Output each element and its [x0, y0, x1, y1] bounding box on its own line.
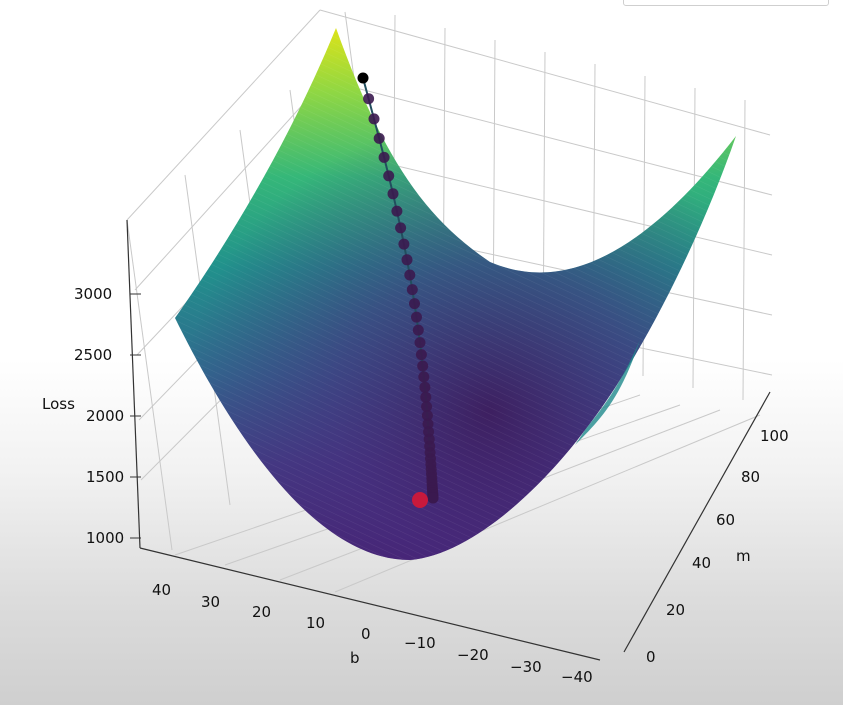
b-tick-label: −20 — [457, 646, 489, 664]
descent-point — [421, 410, 433, 421]
m-tick-label: 60 — [716, 511, 735, 529]
z-tick-label: 2000 — [86, 407, 124, 425]
grid-line-horizontal-right — [319, 9, 771, 136]
grid-line-horizontal-right — [324, 79, 773, 196]
descent-point — [398, 238, 410, 250]
descent-point — [414, 337, 426, 349]
descent-point — [427, 492, 439, 504]
descent-point — [417, 360, 429, 372]
z-tick-label: 1000 — [86, 529, 124, 547]
descent-point — [401, 254, 413, 266]
m-axis-label: m — [736, 547, 751, 565]
descent-point — [383, 170, 395, 182]
b-tick-label: 0 — [361, 625, 371, 643]
descent-point — [415, 349, 427, 361]
descent-point — [409, 298, 420, 310]
z-tick-label: 3000 — [74, 285, 112, 303]
grid-line-vertical-right — [742, 99, 746, 401]
b-tick-label: 30 — [201, 593, 220, 611]
descent-point — [363, 93, 375, 105]
grid-line-horizontal-left — [126, 9, 321, 221]
b-tick-label: 20 — [252, 603, 271, 621]
gradient-descent-path — [357, 72, 439, 508]
m-tick-label: 20 — [666, 601, 685, 619]
loss-surface — [175, 28, 736, 560]
m-tick-label: 0 — [646, 648, 656, 666]
descent-point — [419, 381, 431, 393]
m-tick-label: 80 — [741, 468, 760, 486]
grid-line-floor — [334, 414, 761, 593]
descent-point — [404, 269, 416, 281]
m-tick-label: 100 — [760, 427, 789, 445]
b-axis-label: b — [350, 649, 360, 667]
grid-line-vertical-left — [126, 219, 173, 551]
descent-point — [412, 324, 424, 336]
descent-point — [368, 113, 380, 125]
descent-end-point — [412, 492, 428, 508]
descent-point — [391, 205, 403, 217]
b-tick-label: −40 — [561, 668, 593, 686]
descent-point — [373, 132, 385, 144]
b-tick-label: −10 — [404, 634, 436, 652]
descent-point — [387, 188, 399, 200]
grid-line-horizontal-left — [134, 79, 326, 291]
descent-point — [395, 222, 407, 234]
descent-point — [406, 284, 418, 296]
descent-point — [422, 418, 434, 430]
m-tick-label: 40 — [692, 554, 711, 572]
descent-start-point — [357, 72, 369, 84]
descent-point — [421, 401, 433, 413]
descent-point — [420, 391, 432, 403]
b-tick-label: 40 — [152, 581, 171, 599]
z-axis-label: Loss — [42, 395, 75, 413]
descent-point — [418, 371, 430, 383]
z-tick-label: 2500 — [74, 346, 112, 364]
axis-lines — [126, 219, 771, 661]
z-tick-label: 1500 — [86, 468, 124, 486]
descent-point — [411, 311, 422, 323]
b-tick-label: 10 — [306, 614, 325, 632]
corner-widget — [623, 0, 829, 6]
descent-point — [378, 151, 390, 163]
b-tick-label: −30 — [510, 658, 542, 676]
grid-line-horizontal-right — [329, 149, 773, 256]
